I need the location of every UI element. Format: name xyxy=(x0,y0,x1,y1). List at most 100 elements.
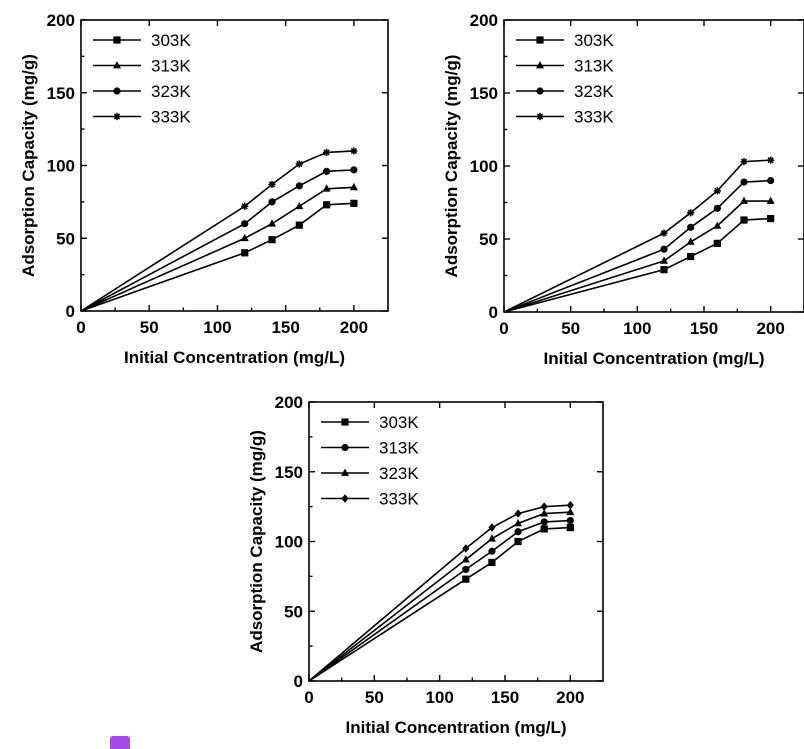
y-tick-label: 100 xyxy=(275,533,303,552)
data-point xyxy=(462,565,470,574)
series-line xyxy=(308,519,571,682)
data-point xyxy=(713,204,721,212)
series-line xyxy=(503,179,771,313)
legend-marker xyxy=(341,494,349,503)
data-point xyxy=(349,182,358,191)
data-point xyxy=(323,201,331,209)
x-axis-title: Initial Concentration (mg/L) xyxy=(544,349,765,368)
data-point xyxy=(241,202,249,210)
data-point xyxy=(514,528,522,536)
data-point xyxy=(488,547,496,555)
data-point xyxy=(713,221,722,229)
data-point xyxy=(540,525,548,533)
series-303K xyxy=(503,214,775,313)
data-point xyxy=(566,523,574,532)
series-323K xyxy=(308,507,575,682)
x-tick-label: 50 xyxy=(140,318,159,337)
y-tick-label: 200 xyxy=(275,393,303,412)
series-333K xyxy=(80,147,358,312)
legend-marker xyxy=(113,112,121,121)
y-axis-title: Adsorption Capacity (mg/g) xyxy=(247,430,266,653)
data-point xyxy=(687,252,695,261)
data-point xyxy=(660,229,668,237)
x-tick-label: 100 xyxy=(203,318,231,337)
series-333K xyxy=(308,501,574,682)
legend-marker xyxy=(341,468,349,476)
series-line xyxy=(503,217,771,313)
x-tick-label: 50 xyxy=(561,319,580,338)
legend: 303K 313K 323K 333K xyxy=(516,31,614,127)
y-tick-label: 200 xyxy=(470,11,498,30)
legend-marker xyxy=(536,87,544,95)
x-tick-label: 200 xyxy=(556,688,584,707)
y-tick-label: 150 xyxy=(275,463,303,482)
series-line xyxy=(308,504,571,682)
data-point xyxy=(462,544,470,553)
y-tick-label: 0 xyxy=(66,302,75,321)
data-point xyxy=(514,537,522,546)
data-point xyxy=(767,214,775,223)
data-point xyxy=(268,219,277,227)
x-axis-title: Initial Concentration (mg/L) xyxy=(124,348,345,367)
data-point xyxy=(295,221,303,229)
x-axis-title: Initial Concentration (mg/L) xyxy=(346,718,567,737)
data-point xyxy=(488,523,496,532)
series-line xyxy=(80,186,354,312)
x-tick-label: 150 xyxy=(491,688,519,707)
data-point xyxy=(540,518,548,526)
data-point xyxy=(767,177,775,185)
plot-frame xyxy=(308,401,604,682)
y-axis-title: Adsorption Capacity (mg/g) xyxy=(442,55,461,278)
series-333K xyxy=(503,156,775,313)
legend-marker xyxy=(113,61,121,69)
data-point xyxy=(462,575,470,583)
series-323K xyxy=(503,177,775,313)
legend-label: 313K xyxy=(151,57,191,76)
data-point xyxy=(323,148,331,157)
legend-marker xyxy=(536,61,544,69)
data-point xyxy=(687,209,695,217)
data-point xyxy=(295,160,303,168)
data-point xyxy=(323,167,331,175)
legend: 303K 313K 323K 333K xyxy=(321,413,419,509)
series-303K xyxy=(308,523,574,682)
data-point xyxy=(566,507,575,516)
x-tick-label: 0 xyxy=(499,319,508,338)
data-point xyxy=(268,236,276,244)
x-tick-label: 200 xyxy=(340,318,368,337)
y-tick-label: 0 xyxy=(294,672,303,691)
y-tick-label: 50 xyxy=(56,229,75,248)
data-point xyxy=(740,178,748,186)
data-point xyxy=(767,156,775,164)
data-point xyxy=(660,266,668,274)
legend-marker xyxy=(536,36,544,44)
data-point xyxy=(240,233,249,242)
legend-marker xyxy=(113,87,121,95)
data-point xyxy=(540,502,548,511)
plot-frame xyxy=(80,19,389,312)
data-point xyxy=(487,534,496,542)
plot-frame xyxy=(503,19,804,313)
series-line xyxy=(308,526,571,682)
legend-marker xyxy=(341,443,349,452)
legend-label: 333K xyxy=(151,108,191,127)
legend-marker xyxy=(113,36,121,44)
y-tick-label: 100 xyxy=(47,157,75,176)
data-point xyxy=(295,201,304,210)
series-313K xyxy=(308,516,574,682)
y-tick-label: 100 xyxy=(470,157,498,176)
series-313K xyxy=(503,196,775,313)
legend: 303K 313K 323K 333K xyxy=(93,31,191,127)
legend-label: 303K xyxy=(151,31,191,50)
y-tick-label: 50 xyxy=(284,602,303,621)
x-tick-label: 100 xyxy=(623,319,651,338)
legend-label: 323K xyxy=(574,82,614,101)
data-point xyxy=(566,501,574,510)
y-tick-label: 0 xyxy=(489,303,498,322)
chart-panel-2: 0 50 100 150 200 0 50 100 150 200 Initial Concentr… xyxy=(442,11,804,368)
series-303K xyxy=(80,199,358,312)
data-point xyxy=(566,516,574,525)
x-tick-label: 150 xyxy=(271,318,299,337)
data-point xyxy=(713,187,721,195)
